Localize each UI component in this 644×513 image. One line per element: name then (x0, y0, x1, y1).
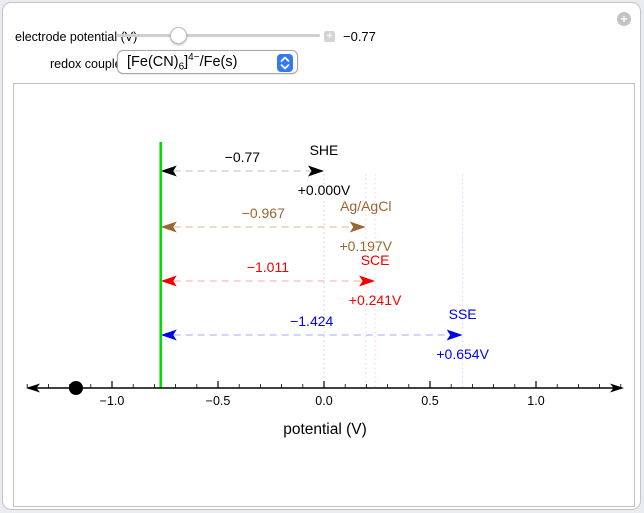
x-axis-tick-label: −0.5 (206, 394, 231, 408)
plot-area: −0.77 SHE +0.000V −0.967 Ag/AgCl +0.197V −1.01… (13, 83, 635, 507)
x-axis-tick-label: 1.0 (527, 394, 544, 408)
ref-name-label-SSE: SSE (449, 306, 477, 322)
ref-arrowhead-right-Ag/AgCl (349, 221, 366, 233)
ref-potential-label-SCE: +0.241V (349, 292, 402, 308)
ref-potential-label-SSE: +0.654V (436, 346, 489, 362)
slider-open-stepper-button[interactable]: + (324, 31, 335, 42)
x-axis-tick-label: −1.0 (100, 394, 125, 408)
potential-slider-label: electrode potential (V) (15, 30, 138, 44)
x-axis-tick-label: 0.5 (421, 394, 438, 408)
potential-slider-track[interactable] (116, 34, 320, 37)
ref-arrowhead-right-SCE (359, 275, 376, 287)
ref-arrowhead-left-Ag/AgCl (160, 221, 177, 233)
redox-couple-selected-value: [Fe(CN)6]4−/Fe(s) (118, 52, 237, 73)
ref-name-label-SHE: SHE (310, 142, 339, 158)
redox-couple-label: redox couple (50, 57, 122, 71)
ref-delta-label-SHE: −0.77 (225, 149, 261, 165)
potential-chart: −0.77 SHE+0.000V−0.967 Ag/AgCl+0.197V−1.01… (26, 142, 624, 438)
dropdown-chevrons-icon (277, 54, 293, 72)
formula-part: ] (184, 53, 189, 70)
potential-value-field[interactable]: −0.77 (343, 29, 376, 44)
ref-name-label-Ag/AgCl: Ag/AgCl (340, 198, 391, 214)
formula-part: /Fe(s) (199, 53, 238, 70)
redox-couple-dropdown[interactable]: [Fe(CN)6]4−/Fe(s) (117, 50, 298, 74)
ref-name-label-SCE: SCE (361, 252, 390, 268)
x-axis-title: potential (V) (283, 421, 367, 438)
ref-delta-label-Ag/AgCl: −0.967 (242, 205, 285, 221)
potential-slider-thumb[interactable] (170, 27, 188, 44)
ref-arrowhead-left-SSE (160, 329, 177, 341)
locator-dot[interactable] (68, 381, 83, 395)
plus-icon: + (326, 31, 333, 42)
ref-delta-label-SCE: −1.011 (247, 259, 289, 275)
ref-arrowhead-right-SHE (308, 165, 324, 177)
x-axis-arrowhead-right (610, 383, 624, 393)
ref-arrowhead-right-SSE (446, 329, 463, 341)
x-axis-arrowhead-left (26, 383, 40, 393)
formula-part: [Fe(CN) (127, 53, 179, 70)
ref-delta-label-SSE: −1.424 (290, 313, 333, 329)
formula-subscript: 6 (178, 61, 185, 73)
ref-arrowhead-left-SHE (160, 165, 177, 177)
ref-potential-label-SHE: +0.000V (298, 182, 351, 198)
show-all-controls-button[interactable]: + (617, 12, 631, 26)
ref-potential-label-Ag/AgCl: +0.197V (339, 238, 392, 254)
x-axis-tick-label: 0.0 (315, 394, 332, 408)
formula-superscript: 4− (188, 51, 200, 63)
ref-arrowhead-left-SCE (160, 275, 177, 287)
plus-icon: + (620, 12, 628, 26)
